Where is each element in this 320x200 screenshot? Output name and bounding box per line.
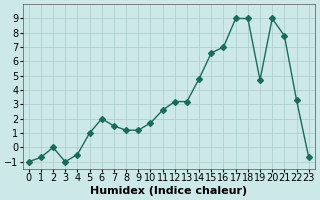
X-axis label: Humidex (Indice chaleur): Humidex (Indice chaleur): [90, 186, 247, 196]
